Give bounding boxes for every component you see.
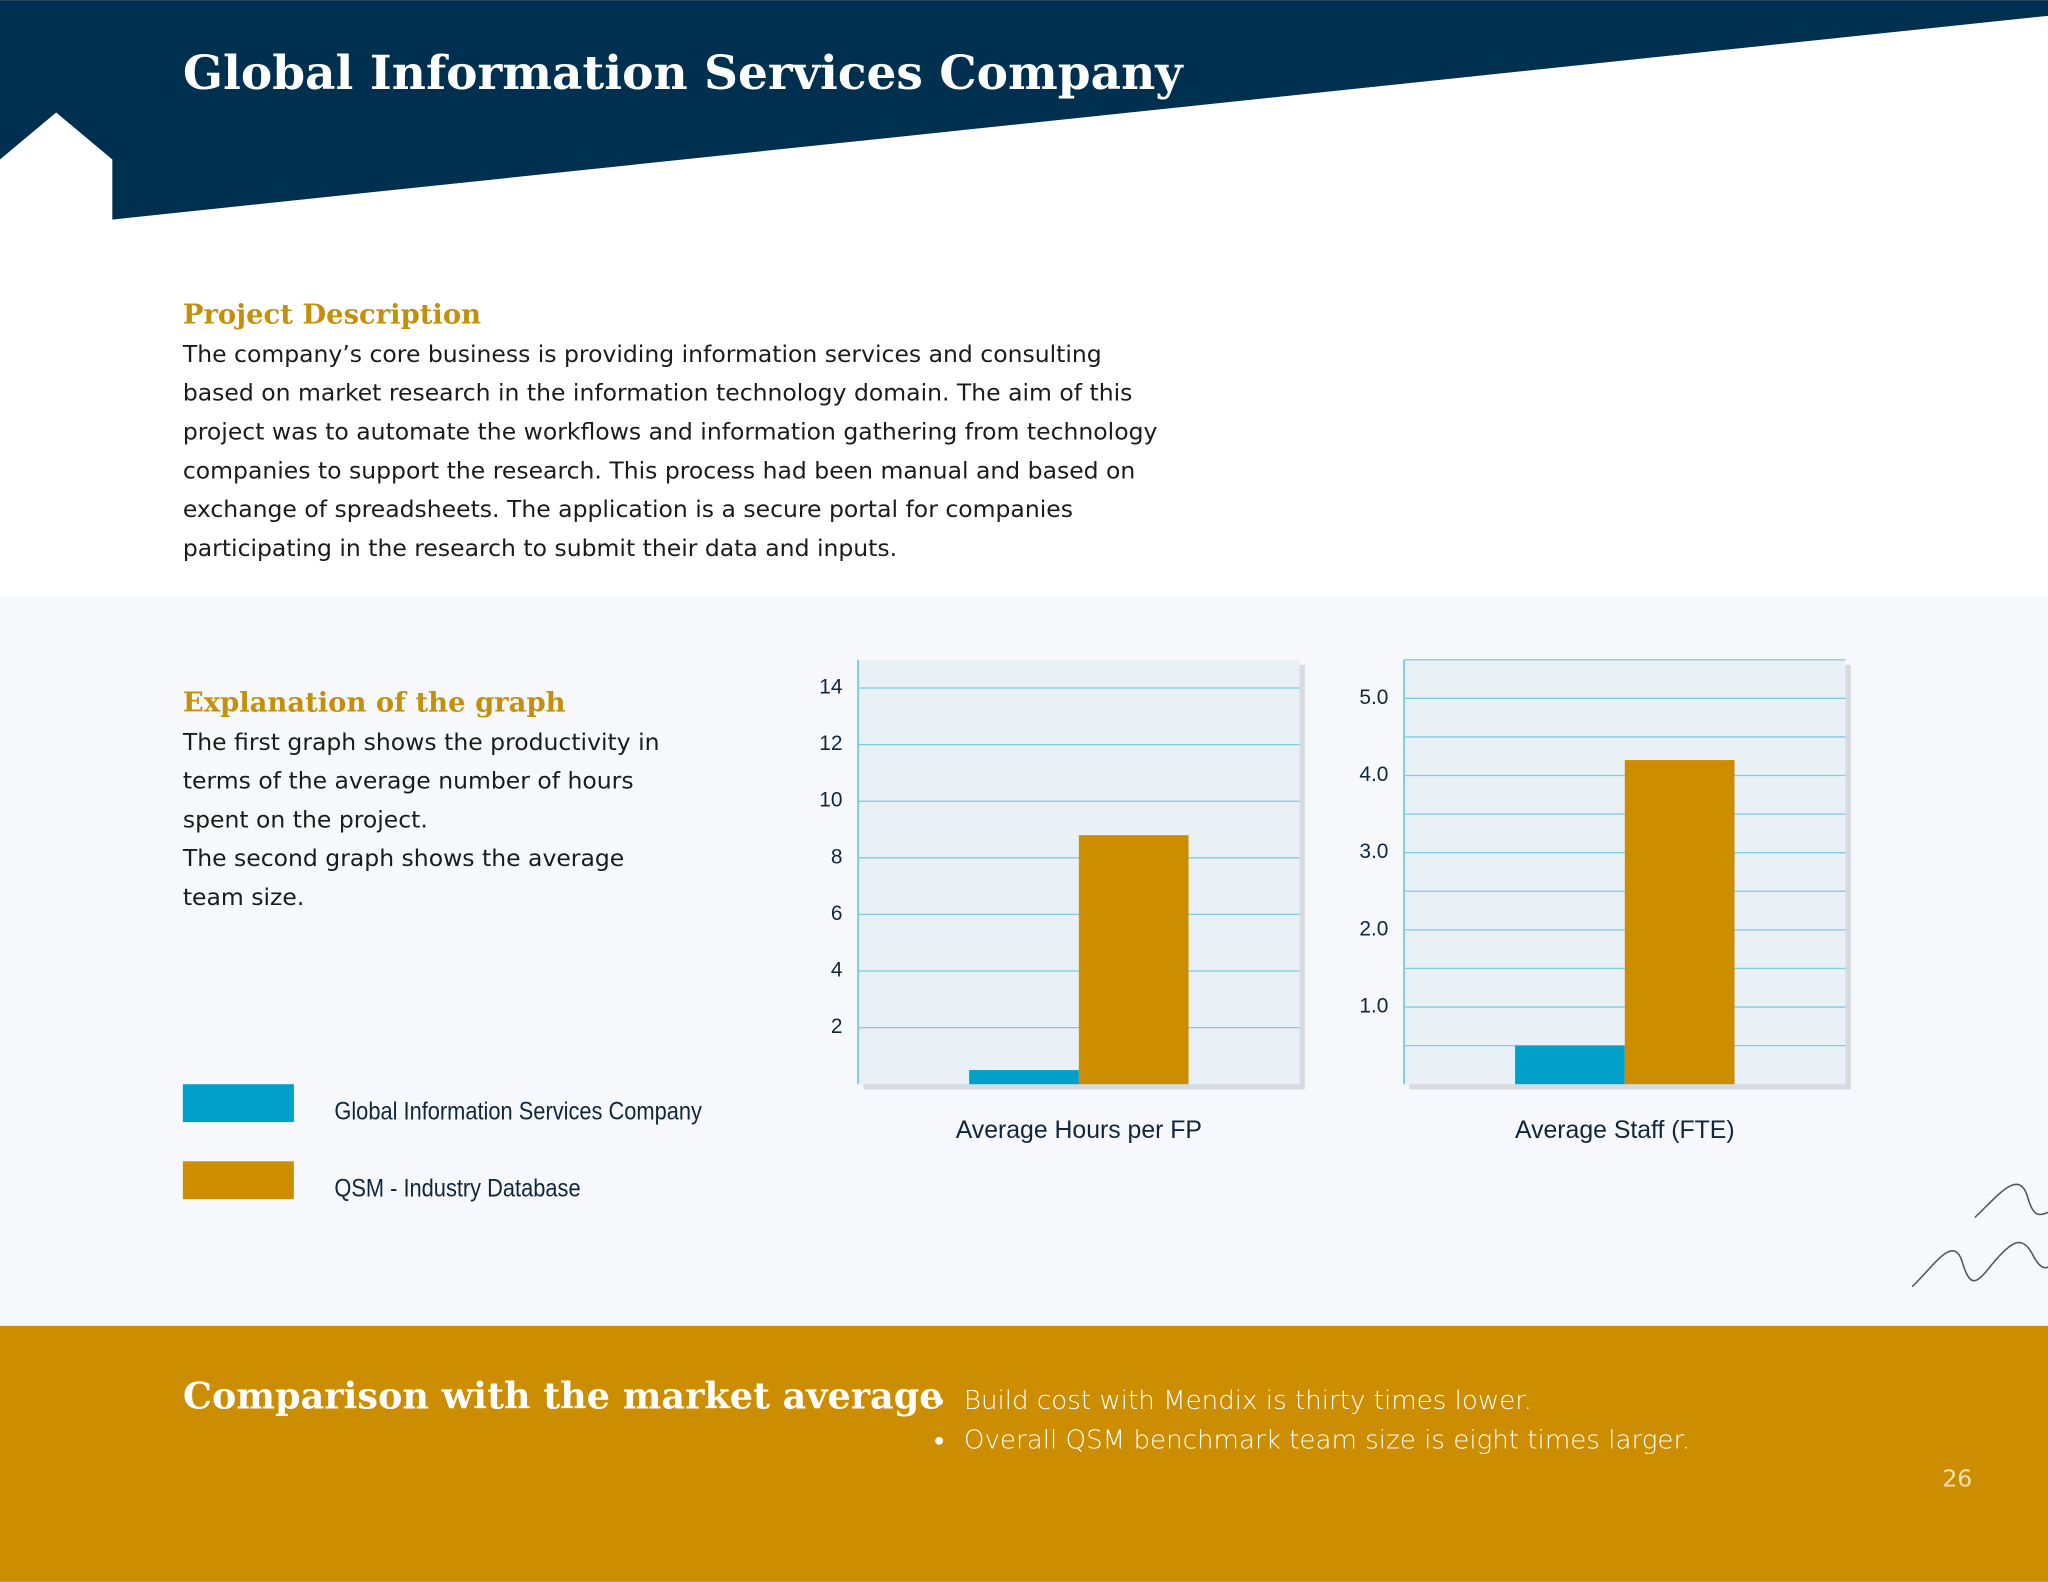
paragraph-line: project was to automate the workflows an…	[183, 417, 1158, 445]
paragraph-line: spent on the project.	[183, 805, 428, 833]
paragraph-line: exchange of spreadsheets. The applicatio…	[183, 495, 1073, 523]
bullet-dot	[935, 1397, 944, 1406]
paragraph-line: The second graph shows the average	[182, 844, 624, 872]
y-tick-label: 2	[831, 1015, 843, 1038]
bullet-text: Build cost with Mendix is thirty times l…	[964, 1386, 1532, 1416]
legend-swatch	[182, 1084, 294, 1123]
y-tick-label: 5.0	[1359, 686, 1388, 709]
paragraph-line: team size.	[183, 883, 304, 911]
bullet-text: Overall QSM benchmark team size is eight…	[964, 1425, 1690, 1455]
y-tick-label: 6	[831, 902, 843, 925]
y-tick-label: 4	[831, 959, 843, 982]
bar	[1515, 1045, 1625, 1085]
header-band	[0, 0, 2048, 220]
legend: Global Information Services Company QSM -…	[182, 1084, 702, 1202]
legend-swatch	[182, 1161, 294, 1200]
paragraph-line: terms of the average number of hours	[183, 767, 634, 795]
decoration	[1911, 1241, 2048, 1288]
y-tick-label: 4.0	[1359, 763, 1388, 786]
bar	[969, 1070, 1079, 1085]
y-tick-label: 1.0	[1359, 995, 1388, 1018]
section-heading: Explanation of the graph	[183, 687, 566, 719]
y-tick-label: 3.0	[1359, 840, 1388, 863]
y-tick-label: 14	[819, 676, 842, 699]
bar	[1624, 760, 1735, 1085]
x-category-label: Average Staff (FTE)	[1515, 1117, 1735, 1144]
bar	[1078, 835, 1189, 1085]
section-heading: Project Description	[183, 299, 481, 331]
x-category-label: Average Hours per FP	[956, 1117, 1202, 1144]
y-tick-label: 12	[819, 732, 842, 755]
legend-label: Global Information Services Company	[334, 1097, 702, 1125]
explanation-text: The first graph shows the productivity i…	[182, 728, 660, 911]
footer-band	[0, 1325, 2048, 1582]
section-heading: Comparison with the market average	[183, 1374, 943, 1417]
paragraph-line: The company’s core business is providing…	[182, 340, 1102, 368]
legend-label: QSM - Industry Database	[334, 1174, 580, 1202]
y-tick-label: 8	[831, 845, 843, 868]
y-tick-label: 10	[819, 789, 842, 812]
bullet-dot	[935, 1436, 944, 1445]
page-number: 26	[1942, 1464, 1972, 1492]
paragraph-line: participating in the research to submit …	[183, 534, 897, 562]
paragraph-line: based on market research in the informat…	[183, 379, 1133, 407]
description-text: The company’s core business is providing…	[182, 340, 1158, 562]
paragraph-line: companies to support the research. This …	[183, 456, 1135, 484]
paragraph-line: The first graph shows the productivity i…	[182, 728, 660, 756]
y-tick-label: 2.0	[1359, 917, 1388, 940]
decoration	[1974, 1183, 2048, 1219]
page-title: Global Information Services Company	[183, 46, 1184, 101]
bullet-list: Build cost with Mendix is thirty times l…	[935, 1386, 1690, 1455]
